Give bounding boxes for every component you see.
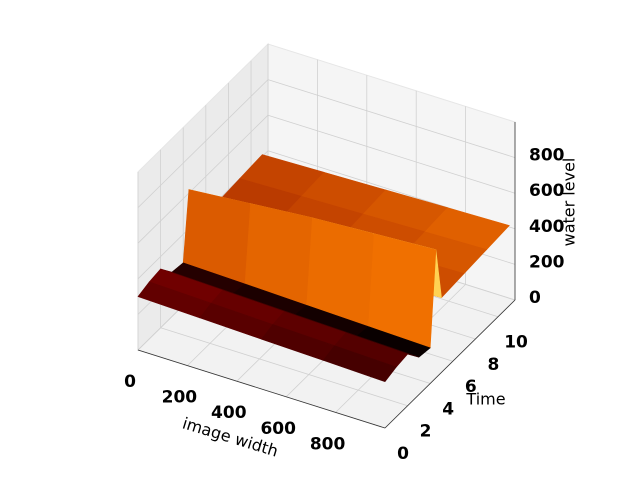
y-tick-label: 0 xyxy=(397,444,409,464)
axis-line xyxy=(137,349,386,429)
surface-patch xyxy=(322,345,397,383)
y-tick-label: 8 xyxy=(488,355,500,375)
x-tick-label: 600 xyxy=(260,419,296,439)
y-tick-label: 10 xyxy=(504,333,528,353)
z-tick-label: 0 xyxy=(529,288,541,308)
grid-line xyxy=(267,114,516,194)
z-tick-label: 600 xyxy=(529,181,565,201)
surface xyxy=(137,154,510,383)
z-tick-label: 400 xyxy=(529,217,565,237)
x-tick-label: 400 xyxy=(211,403,247,423)
y-tick-label: 2 xyxy=(420,422,432,442)
grid-line xyxy=(137,114,269,244)
x-tick-label: 800 xyxy=(310,434,346,454)
y-tick-label: 4 xyxy=(442,399,454,419)
y-tick-label: 6 xyxy=(465,377,477,397)
grid-line xyxy=(137,79,269,208)
z-axis-label: water level xyxy=(560,158,579,247)
y-axis-label: Time xyxy=(465,390,505,409)
axis-line xyxy=(384,299,516,429)
x-tick-label: 200 xyxy=(162,388,198,408)
grid-line xyxy=(267,79,516,158)
z-tick-label: 200 xyxy=(529,252,565,272)
x-tick-label: 0 xyxy=(124,372,136,392)
z-tick-label: 800 xyxy=(529,146,565,166)
grid-line xyxy=(160,327,408,407)
